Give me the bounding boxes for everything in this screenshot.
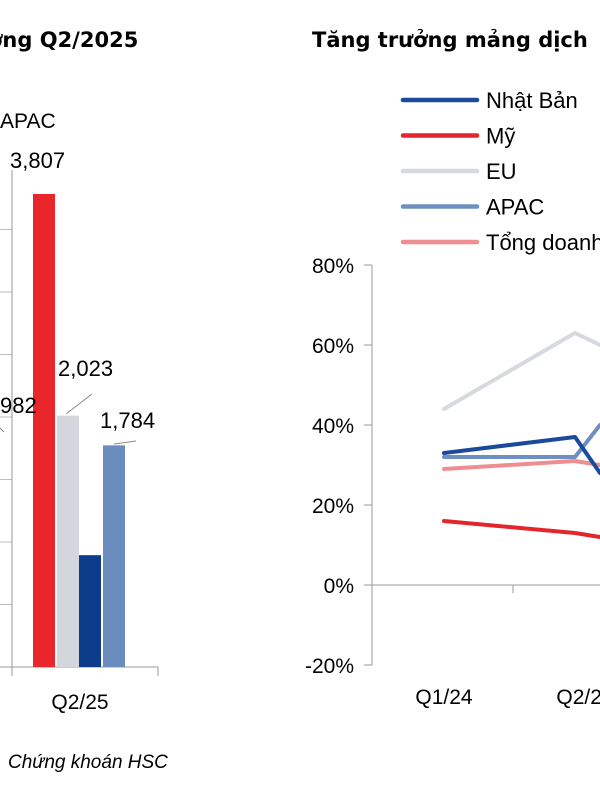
x-tick-label: Q1/24: [415, 686, 473, 709]
data-label-apac: 1,784: [100, 408, 155, 433]
x-tick-label: Q2/24: [556, 686, 600, 709]
y-tick-label: 60%: [312, 335, 354, 358]
bar-Mỹ: [33, 193, 55, 667]
legend-label: Nhật Bản: [486, 88, 578, 113]
left-chart-title: ờng Q2/2025: [0, 28, 139, 52]
right-chart-title: Tăng trưởng mảng dịch: [312, 28, 588, 52]
series-line-EU: [442, 331, 600, 411]
y-tick-label: 40%: [312, 415, 354, 438]
series-line-APAC: [442, 423, 600, 459]
series-line-Tổng doanh thu: [442, 459, 600, 471]
series-line-Mỹ: [442, 519, 600, 539]
legend-label: Tổng doanh thu: [486, 230, 600, 255]
leader-line: [0, 427, 5, 433]
y-tick-label: -20%: [305, 655, 354, 678]
data-label-eu: 2,023: [58, 356, 113, 381]
y-tick-label: 20%: [312, 495, 354, 518]
legend-label: Mỹ: [486, 124, 515, 149]
data-label-partial: 982: [0, 393, 37, 418]
series-line-Nhật Bản: [442, 435, 600, 475]
bar-APAC: [103, 445, 125, 667]
y-tick-label: 0%: [324, 575, 354, 598]
bar-Nhật Bản: [79, 555, 101, 667]
x-tick-label: Q2/25: [51, 691, 108, 714]
legend-label: APAC: [486, 195, 544, 220]
legend-label: APAC: [0, 110, 56, 133]
right-line-chart: 80% 60% 40% 20% 0% -20% Q1/24 Q2/24 Nhật Bản Mỹ EU…: [305, 88, 600, 709]
source-note: Chứng khoán HSC: [8, 752, 168, 773]
left-bar-chart: APAC 3,807 2,023 1,784 982 Q2/25: [0, 110, 159, 714]
y-tick-label: 80%: [312, 255, 354, 278]
leader-line: [113, 440, 137, 445]
leader-line: [65, 393, 93, 415]
legend-label: EU: [486, 159, 517, 184]
bar-EU: [57, 415, 79, 667]
data-label-my: 3,807: [10, 148, 65, 173]
